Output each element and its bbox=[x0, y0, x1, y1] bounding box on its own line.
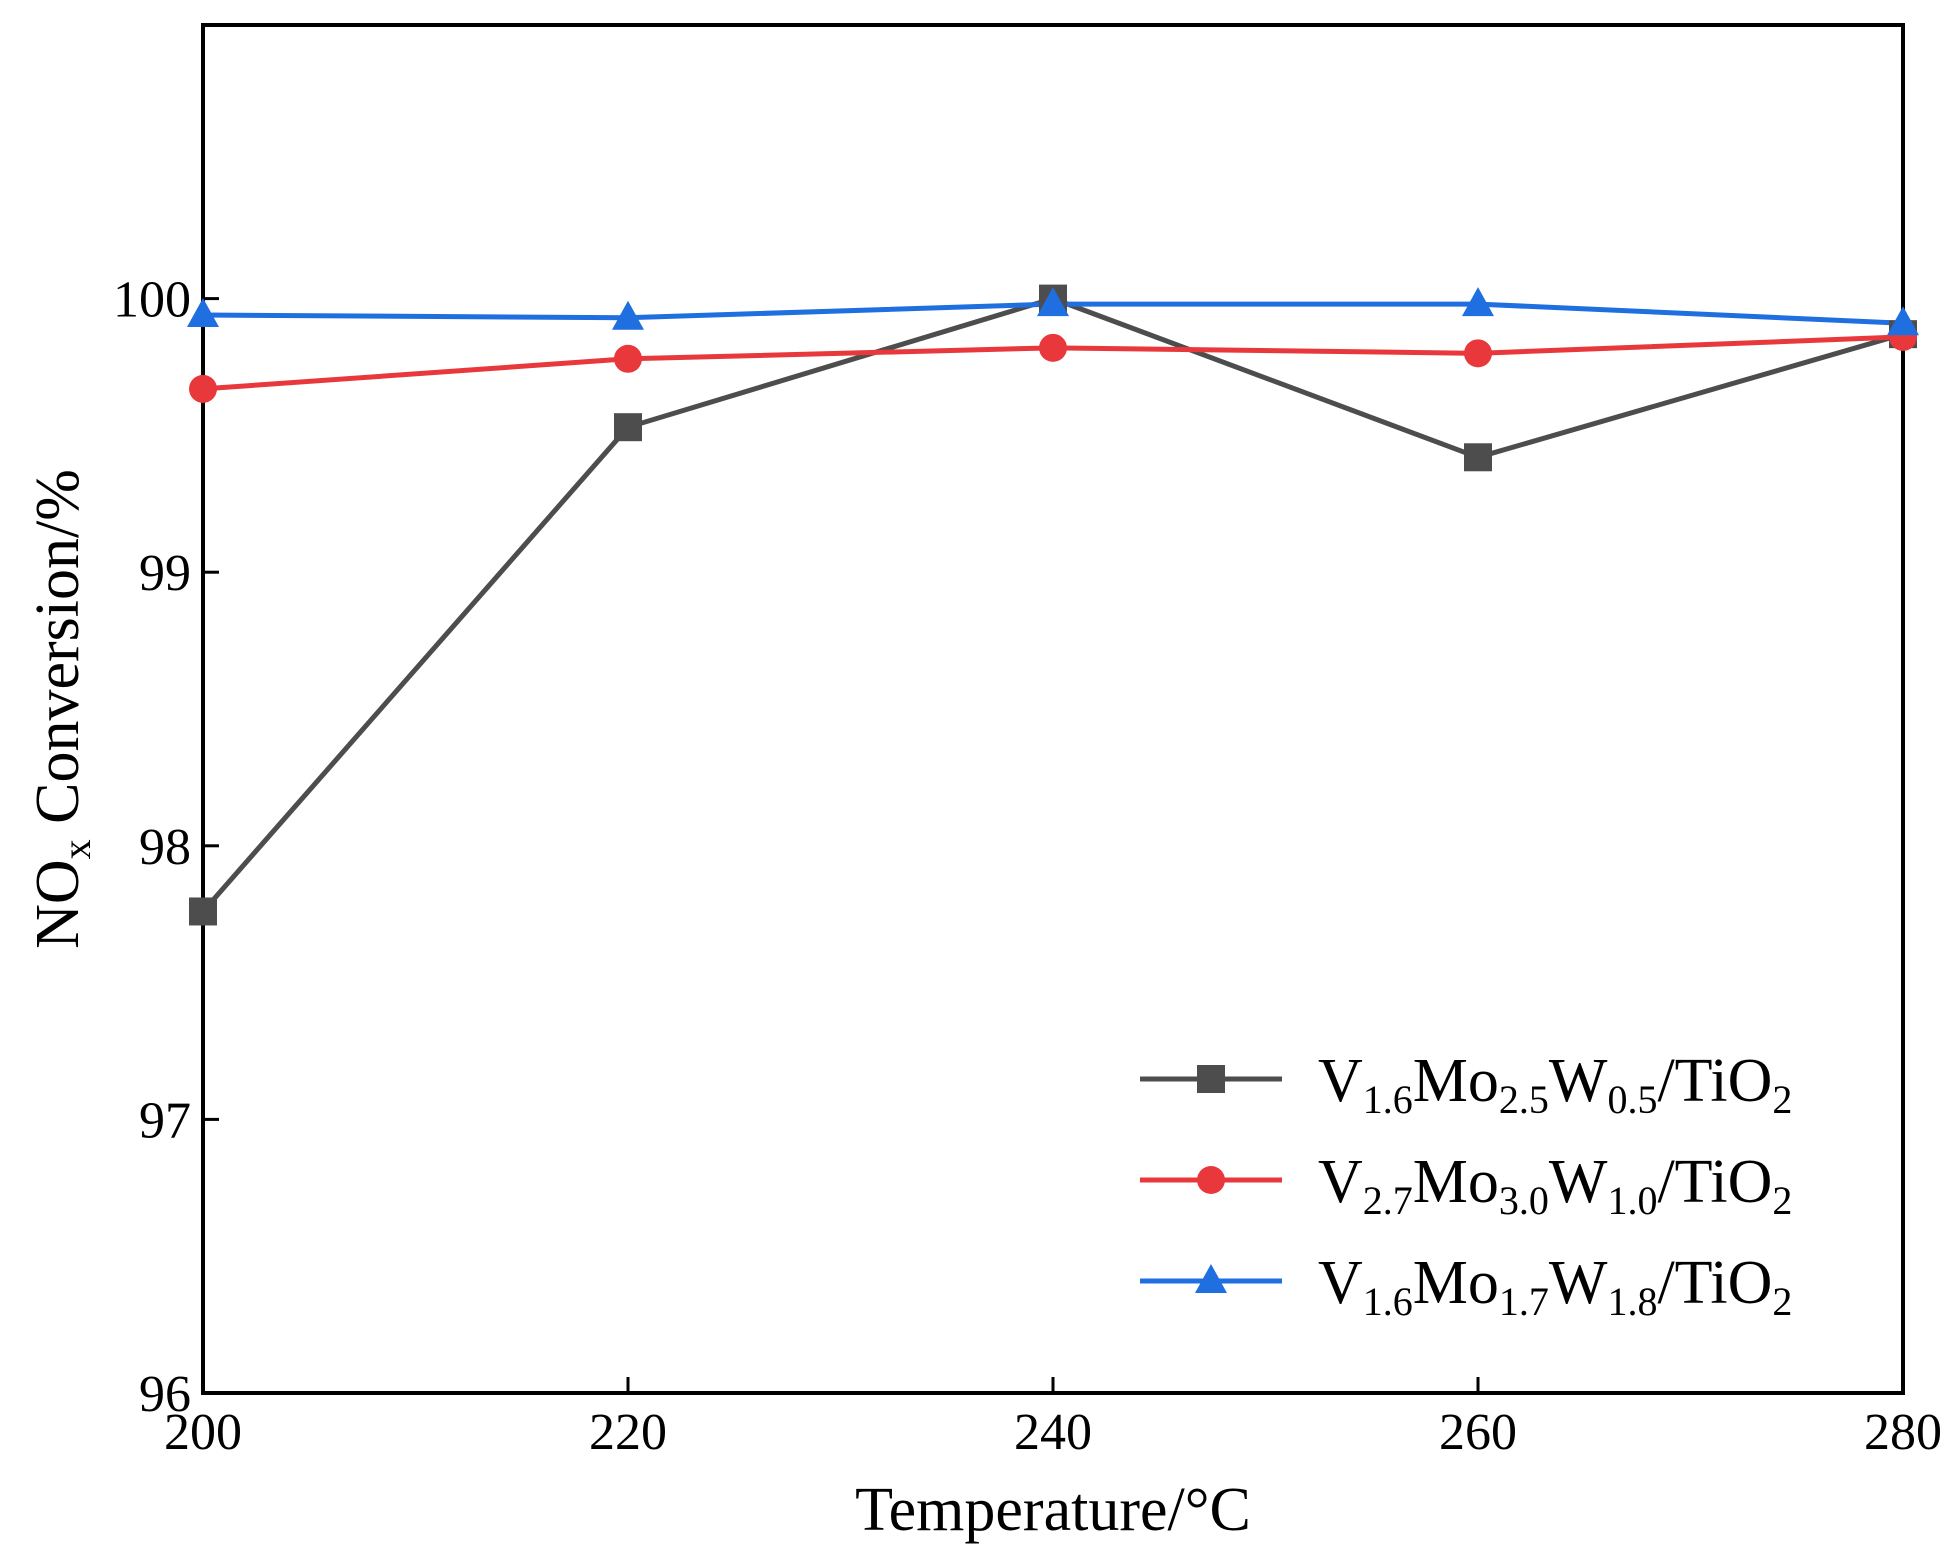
legend-swatch-marker bbox=[1195, 1264, 1227, 1293]
y-axis-title: NOx Conversion/% bbox=[24, 469, 99, 949]
svg-text:NOx Conversion/%: NOx Conversion/% bbox=[24, 469, 99, 949]
data-point-square-260 bbox=[1464, 443, 1492, 472]
x-tick-label-2: 240 bbox=[1014, 1404, 1092, 1461]
legend-item-square: V1.6Mo2.5W0.5/TiO2 bbox=[1140, 1047, 1792, 1122]
data-series bbox=[203, 296, 1903, 914]
y-axis-title-main: NO bbox=[24, 859, 92, 949]
legend-item-triangle: V1.6Mo1.7W1.8/TiO2 bbox=[1140, 1249, 1792, 1324]
x-tick-label-3: 260 bbox=[1439, 1404, 1517, 1461]
y-tick-label-4: 100 bbox=[113, 272, 191, 329]
y-tick-label-1: 97 bbox=[139, 1092, 191, 1149]
x-tick-label-0: 200 bbox=[164, 1404, 242, 1461]
data-point-triangle-240 bbox=[1037, 287, 1069, 317]
legend-label: V1.6Mo1.7W1.8/TiO2 bbox=[1318, 1249, 1792, 1324]
axis-ticks: 200 220 240 260 280 96 97 98 99 100 bbox=[113, 272, 1942, 1461]
data-point-circle-260 bbox=[1464, 339, 1492, 368]
legend-label: V1.6Mo2.5W0.5/TiO2 bbox=[1318, 1047, 1792, 1122]
x-tick-label-4: 280 bbox=[1864, 1404, 1942, 1461]
legend-item-circle: V2.7Mo3.0W1.0/TiO2 bbox=[1140, 1148, 1792, 1223]
legend-swatch-marker bbox=[1197, 1166, 1225, 1194]
data-point-circle-200 bbox=[189, 374, 217, 403]
data-point-circle-240 bbox=[1039, 333, 1067, 362]
series-line-square bbox=[203, 296, 1903, 914]
y-tick-label-2: 98 bbox=[139, 819, 191, 876]
y-tick-label-0: 96 bbox=[139, 1366, 191, 1423]
data-point-triangle-200 bbox=[187, 298, 219, 328]
data-point-square-200 bbox=[189, 897, 217, 926]
legend-label: V2.7Mo3.0W1.0/TiO2 bbox=[1318, 1148, 1792, 1223]
x-tick-label-1: 220 bbox=[589, 1404, 667, 1461]
data-point-circle-220 bbox=[614, 344, 642, 373]
data-point-triangle-220 bbox=[612, 300, 644, 330]
data-markers bbox=[187, 284, 1919, 926]
legend: V1.6Mo2.5W0.5/TiO2 V2.7Mo3.0W1.0/TiO2 V1.6… bbox=[1140, 1047, 1792, 1324]
legend-swatch-marker bbox=[1197, 1065, 1225, 1093]
data-point-square-220 bbox=[614, 413, 642, 442]
y-axis-title-rest: Conversion/% bbox=[24, 469, 92, 839]
x-axis-title: Temperature/°C bbox=[855, 1476, 1251, 1544]
y-axis-title-sub: x bbox=[54, 839, 99, 859]
data-point-triangle-260 bbox=[1462, 287, 1494, 317]
data-point-triangle-280 bbox=[1887, 306, 1919, 336]
y-tick-label-3: 99 bbox=[139, 545, 191, 602]
